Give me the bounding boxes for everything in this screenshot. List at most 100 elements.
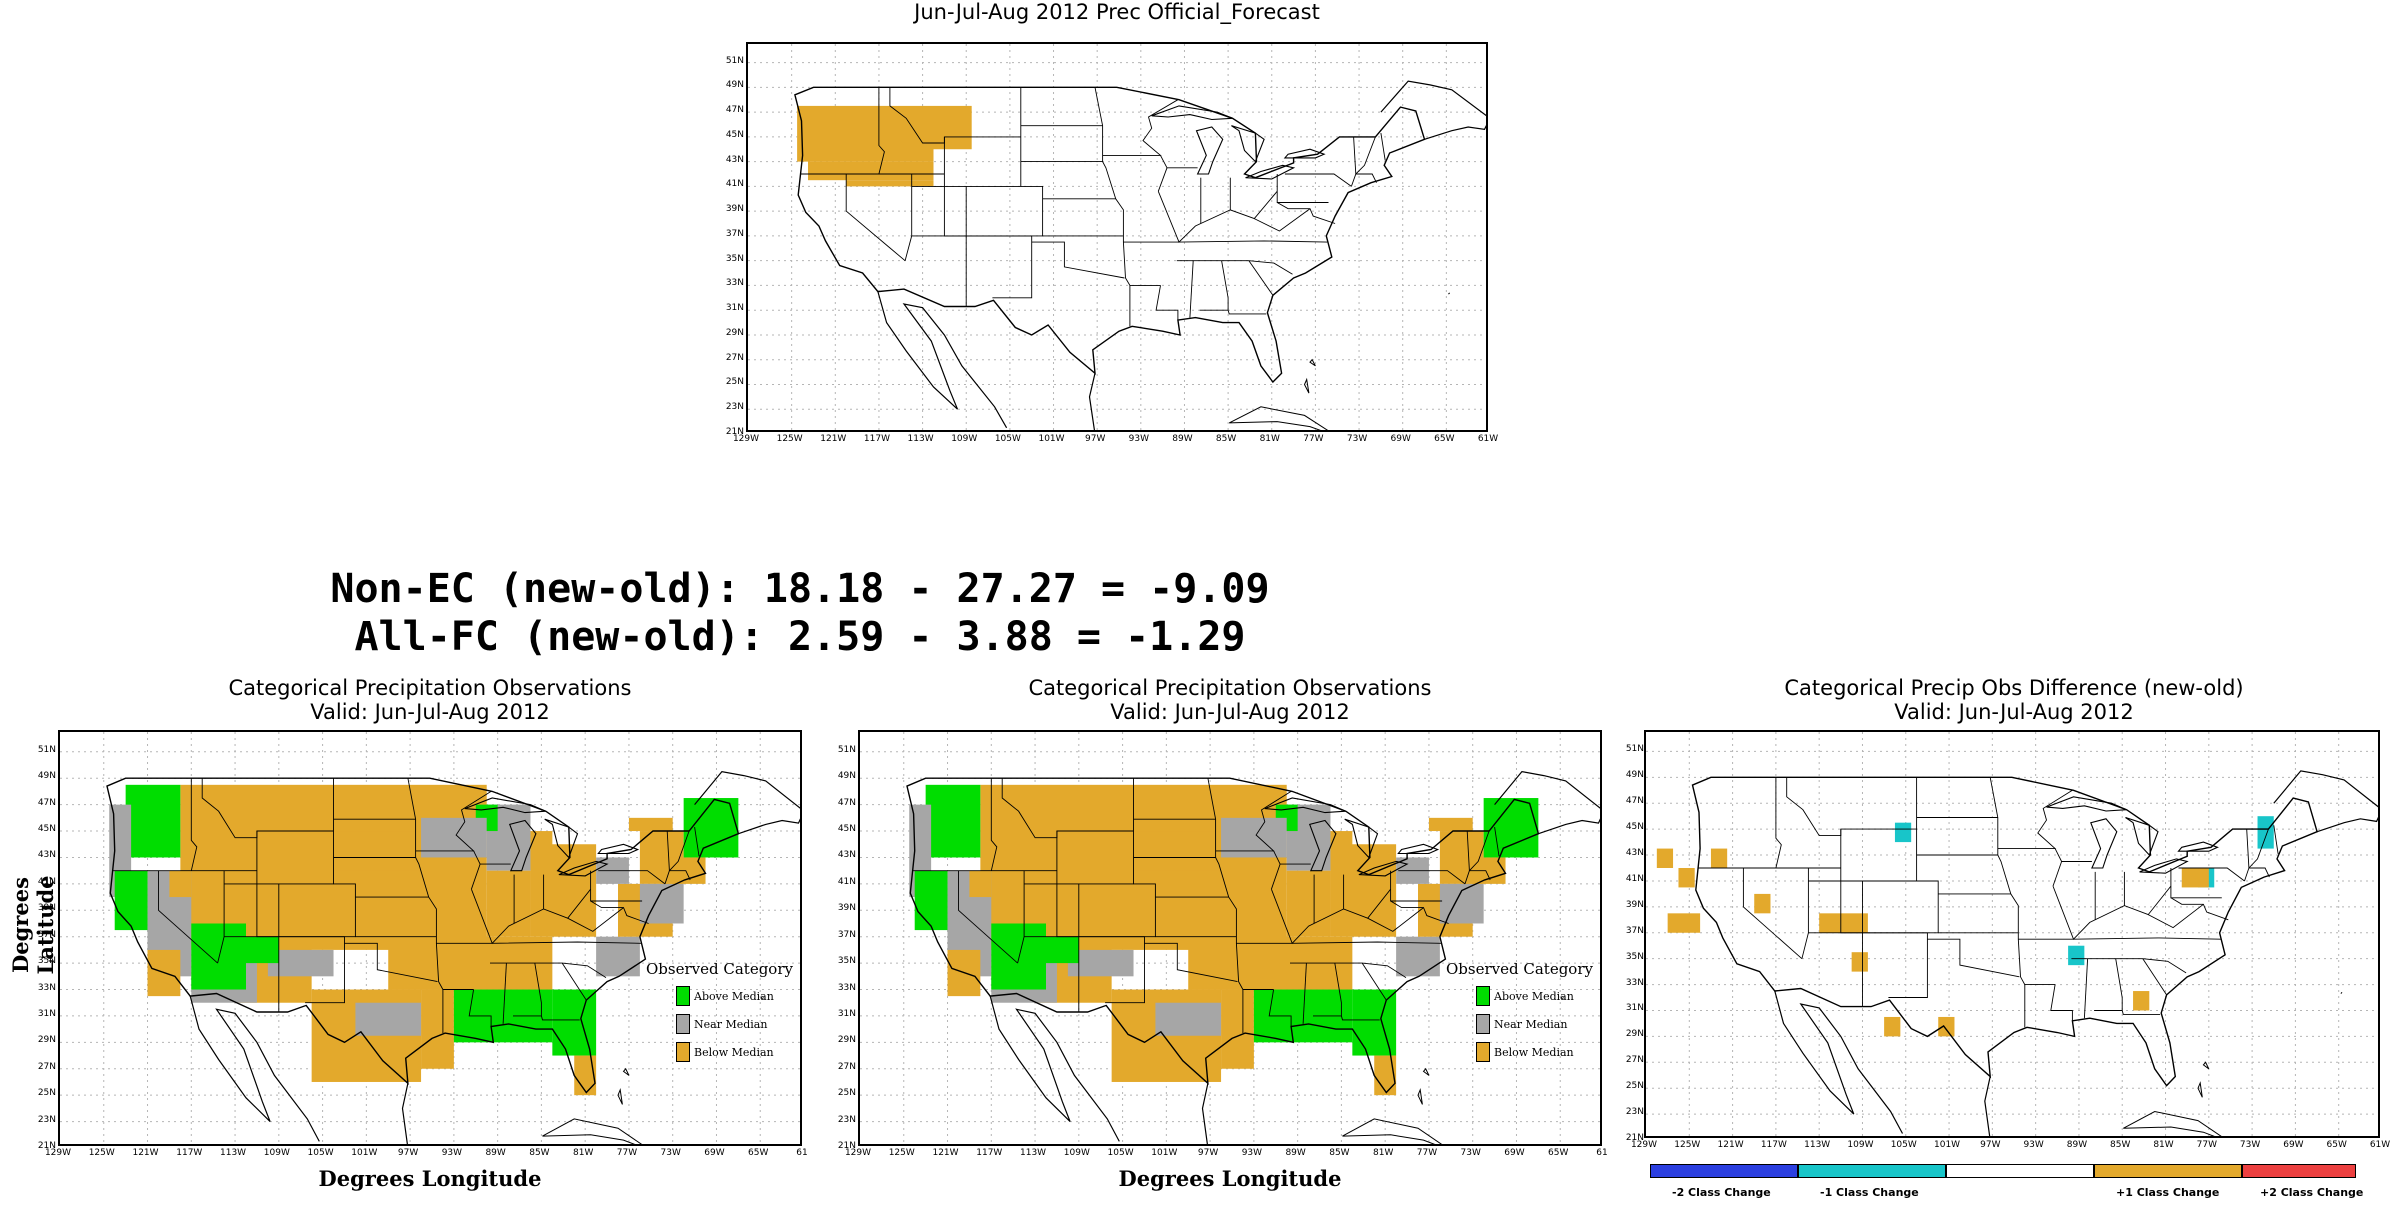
category-cell [1884,1016,1901,1037]
lon-tick-label: 73W [1346,434,1368,444]
category-cell [683,798,739,858]
state-border [1215,791,1292,852]
category-cell [1221,989,1254,1069]
lat-tick-label: 29N [837,1035,856,1046]
lon-tick-label: 105W [1107,1148,1134,1158]
lon-tick-label: 89W [2066,1140,2088,1150]
category-cell [246,936,279,964]
lon-tick-label: 109W [951,434,978,444]
great-lake [1397,843,1440,855]
obs-new-valid: Valid: Jun-Jul-Aug 2012 [1110,700,1350,724]
category-cell [1133,831,1222,871]
us-coastline [794,86,1426,384]
lon-tick-label: 121W [1717,1140,1744,1150]
state-border [2094,958,2123,1011]
state-border [1350,136,1357,187]
state-border [1276,174,1329,203]
lon-tick-label: 89W [1285,1148,1306,1158]
state-border [1742,868,1803,960]
mexico-west-coast [877,291,1008,429]
category-cell [1155,1002,1222,1036]
lon-tick-label: 73W [660,1148,681,1158]
near-swatch [676,1014,690,1034]
lon-tick-label: 65W [1434,434,1455,444]
lat-tick-label: 33N [837,982,856,993]
lat-tick-label: 31N [725,303,744,314]
state-border [2050,984,2073,1021]
island [2340,991,2343,994]
diff-label-plus2: +2 Class Change [2260,1186,2364,1199]
lat-tick-label: 45N [37,824,56,835]
state-border [1840,777,1918,882]
state-border [1024,936,1145,1004]
state-border [415,791,492,852]
state-border [1989,777,2026,1028]
state-border [1398,870,1466,885]
lon-tick-label: 105W [994,434,1021,444]
state-border [1270,888,1391,945]
lon-tick-label: 109W [1847,1140,1874,1150]
top-map-lat-labels: 51N 49N 47N 45N 43N 41N 39N 37N 35N 33N 31N 29N 27N 2… [700,42,744,437]
lon-tick-label: 73W [1460,1148,1481,1158]
state-border [470,888,591,945]
state-border [2248,828,2269,869]
island [2197,1081,2203,1098]
top-forecast-map [746,42,1488,432]
state-border [590,900,649,924]
canada-east-coast [2273,770,2378,833]
state-border [1254,208,1311,232]
state-border [1276,202,1336,224]
category-cell [1819,913,1868,933]
state-border [1270,863,1281,890]
great-lake [558,860,609,877]
lon-tick-label: 113W [220,1148,247,1158]
near-swatch [1476,1014,1490,1034]
lon-tick-label: 77W [2196,1140,2217,1150]
state-border [2178,867,2245,882]
island [1303,377,1310,394]
lat-tick-label: 43N [37,850,56,861]
state-border [2244,829,2250,882]
state-border [1227,310,1267,315]
category-cell [1330,844,1397,937]
state-border [1176,260,1293,275]
category-cell [2068,945,2085,966]
category-cell [1286,870,1331,937]
category-cell [1754,893,1771,914]
lon-tick-label: 77W [1416,1148,1438,1158]
top-forecast-map-svg [748,44,1486,430]
state-border [1927,938,2020,978]
us-coastline [106,777,740,1094]
legend-label: Above Median [1494,990,1574,1003]
category-cell [574,1055,597,1096]
state-border [1178,240,1328,243]
great-lake [1231,125,1265,163]
state-border [958,870,1018,964]
lat-tick-label: 21N [37,1141,56,1151]
state-border [1469,830,1490,872]
lon-tick-label: 125W [1674,1140,1701,1150]
state-border [540,1015,580,1021]
lat-tick-label: 31N [837,1008,856,1019]
great-lake [597,843,640,855]
state-border [669,870,691,881]
lon-tick-label: 65W [2326,1140,2347,1150]
legend-label: Near Median [694,1018,768,1031]
mexico-east-coast [1201,1083,1209,1144]
category-cell [1330,831,1353,858]
great-lake [2125,816,2159,857]
category-cell [421,989,454,1069]
state-border [1355,173,1377,183]
state-border [2170,897,2229,921]
lon-tick-label: 129W [44,1148,72,1158]
lon-tick-label: 61W [2369,1140,2391,1150]
lat-tick-label: 35N [37,956,56,967]
stat-non-ec: Non-EC (new-old): 18.18 - 27.27 = -9.09 [330,566,1270,612]
canada-east-coast [1380,80,1486,140]
lon-tick-label: 97W [397,1148,419,1158]
category-cell [333,831,422,871]
lon-tick-label: 101W [1151,1148,1178,1158]
diff-lon-labels: 129W 125W 121W 117W 113W 109W 105W 101W 97W 93W 89… [1631,1140,2390,1152]
lon-tick-label: 93W [1128,434,1149,444]
lon-tick-label: 125W [888,1148,915,1158]
